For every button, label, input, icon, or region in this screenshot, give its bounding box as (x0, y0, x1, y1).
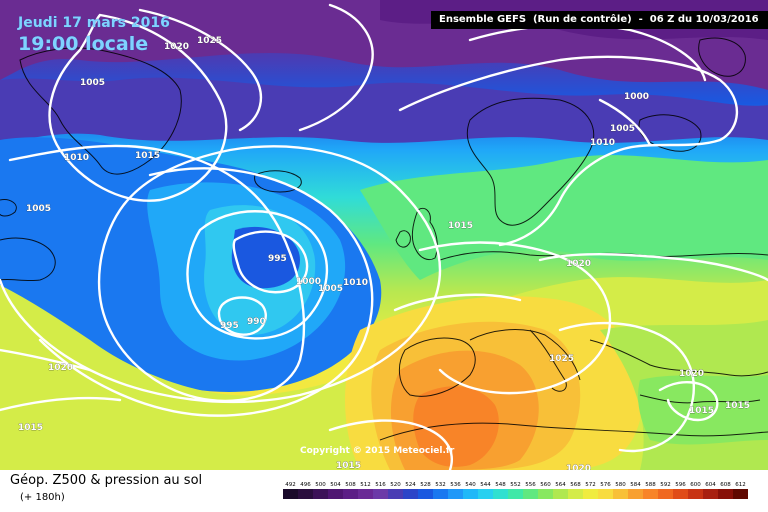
legend-swatch (463, 489, 478, 499)
legend-swatch (418, 489, 433, 499)
legend-tick-label: 584 (630, 482, 641, 488)
legend-swatch (388, 489, 403, 499)
legend-tick-label: 596 (675, 482, 686, 488)
legend-swatch (283, 489, 298, 499)
legend-tick-label: 572 (585, 482, 596, 488)
legend-tick-label: 564 (555, 482, 566, 488)
legend-swatch (448, 489, 463, 499)
legend-swatch (373, 489, 388, 499)
legend-tick-label: 516 (375, 482, 386, 488)
forecast-lead-time: (+ 180h) (20, 492, 65, 503)
isobar-label: 1010 (343, 278, 368, 288)
isobar-label: 1020 (566, 464, 591, 470)
legend-swatch (358, 489, 373, 499)
run-info-banner: Ensemble GEFS (Run de contrôle) - 06 Z d… (431, 11, 768, 29)
legend-tick-label: 500 (315, 482, 326, 488)
legend-tick-label: 492 (285, 482, 296, 488)
copyright: Copyright © 2015 Meteociel.fr (300, 446, 455, 456)
legend-swatch (328, 489, 343, 499)
legend-swatch (298, 489, 313, 499)
legend-tick-label: 548 (495, 482, 506, 488)
legend-tick-label: 508 (345, 482, 356, 488)
legend-tick-label: 528 (420, 482, 431, 488)
legend-tick-label: 576 (600, 482, 611, 488)
legend-swatch (583, 489, 598, 499)
legend-swatch (613, 489, 628, 499)
legend-swatch (433, 489, 448, 499)
isobar-label: 1020 (566, 259, 591, 269)
legend-swatch (688, 489, 703, 499)
isobar-label: 1020 (48, 363, 73, 373)
legend-swatch (703, 489, 718, 499)
legend-swatch (658, 489, 673, 499)
legend-swatch (628, 489, 643, 499)
weather-map: 1025 1020 1005 1010 1015 1005 995 1000 1… (0, 0, 768, 470)
legend-swatch (493, 489, 508, 499)
isobar-label: 1005 (610, 124, 635, 134)
legend-tick-label: 592 (660, 482, 671, 488)
legend-tick-label: 552 (510, 482, 521, 488)
isobar-label: 995 (268, 254, 287, 264)
isobar-label: 1025 (197, 36, 222, 46)
forecast-time: 19:00 locale (18, 33, 149, 55)
isobar-label: 990 (247, 317, 266, 327)
legend-tick-label: 568 (570, 482, 581, 488)
map-title: Géop. Z500 & pression au sol (10, 473, 203, 488)
isobar-label: 1015 (18, 423, 43, 433)
isobar-label: 1010 (64, 153, 89, 163)
legend-tick-label: 600 (690, 482, 701, 488)
isobar-label: 1005 (318, 284, 343, 294)
legend-tick-label: 524 (405, 482, 416, 488)
legend-swatch (523, 489, 538, 499)
legend-tick-label: 604 (705, 482, 716, 488)
legend-swatch (403, 489, 418, 499)
legend-tick-label: 608 (720, 482, 731, 488)
forecast-date: Jeudi 17 mars 2016 (18, 15, 170, 31)
legend-swatch (598, 489, 613, 499)
legend-tick-label: 556 (525, 482, 536, 488)
isobar-label: 1015 (135, 151, 160, 161)
isobar-label: 1005 (26, 204, 51, 214)
legend-tick-label: 580 (615, 482, 626, 488)
legend-swatch (733, 489, 748, 499)
legend-tick-label: 536 (450, 482, 461, 488)
legend-tick-label: 560 (540, 482, 551, 488)
isobar-label: 1015 (725, 401, 750, 411)
isobar-label: 1000 (296, 277, 321, 287)
legend-tick-label: 504 (330, 482, 341, 488)
isobar-label: 1020 (164, 42, 189, 52)
legend-tick-label: 612 (735, 482, 746, 488)
isobar-label: 1010 (590, 138, 615, 148)
legend-swatch (568, 489, 583, 499)
isobar-label: 995 (220, 321, 239, 331)
isobar-label: 1015 (336, 461, 361, 470)
legend-tick-label: 588 (645, 482, 656, 488)
legend-swatch (553, 489, 568, 499)
legend-tick-label: 532 (435, 482, 446, 488)
legend-tick-label: 520 (390, 482, 401, 488)
legend-swatch (538, 489, 553, 499)
legend-swatch (508, 489, 523, 499)
isobar-label: 1015 (689, 406, 714, 416)
legend-swatch (343, 489, 358, 499)
isobar-label: 1005 (80, 78, 105, 88)
isobar-label: 1000 (624, 92, 649, 102)
legend-swatch (673, 489, 688, 499)
legend-tick-label: 512 (360, 482, 371, 488)
legend-swatch (478, 489, 493, 499)
legend-tick-label: 496 (300, 482, 311, 488)
isobar-label: 1025 (549, 354, 574, 364)
legend-tick-label: 544 (480, 482, 491, 488)
isobar-label: 1015 (448, 221, 473, 231)
legend-swatch (718, 489, 733, 499)
legend-swatch (643, 489, 658, 499)
legend-swatch (313, 489, 328, 499)
isobar-label: 1020 (679, 369, 704, 379)
legend-tick-label: 540 (465, 482, 476, 488)
color-legend: 492 496 500 504 508 512 516 520 524 528 532 536 540 5… (283, 478, 757, 508)
